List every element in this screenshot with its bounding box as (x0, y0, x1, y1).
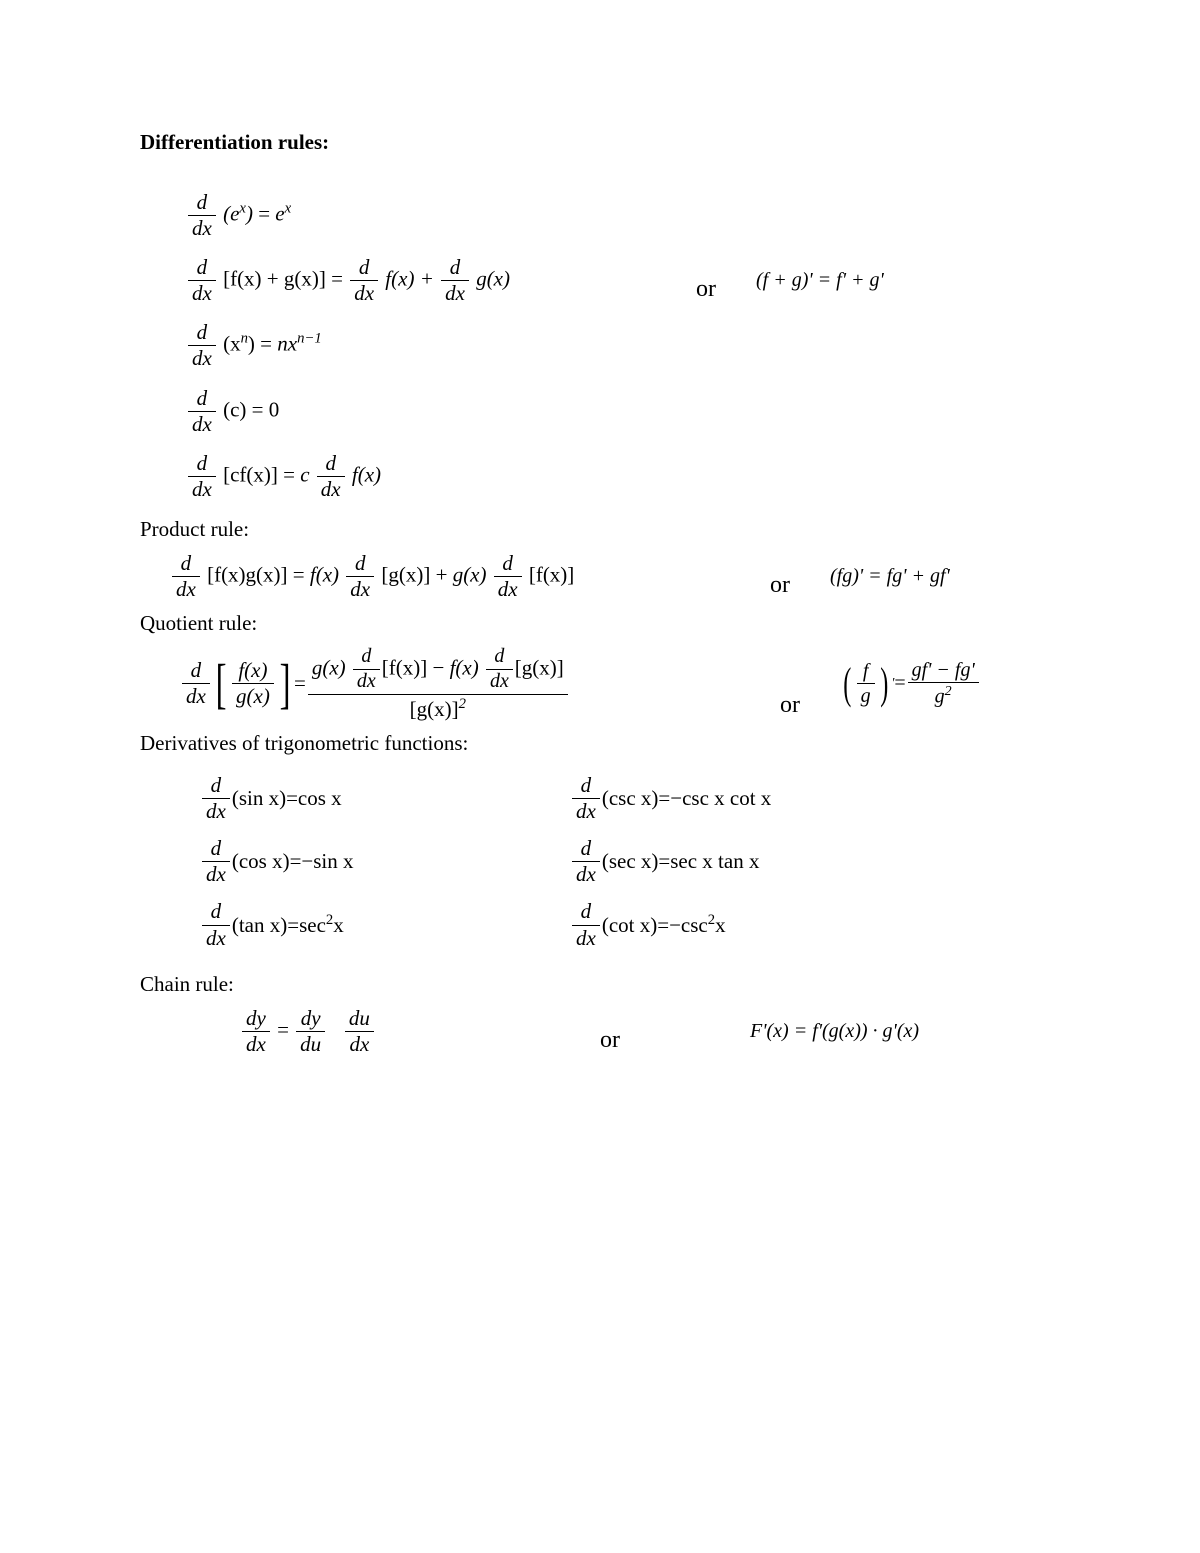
ddx-operator: d dx (350, 256, 378, 305)
rule-quotient: d dx [ f(x) g(x) ] = g(x) ddx[f(x)] − f(… (180, 646, 1060, 721)
rule-sum-alt: (f + g)' = f' + g' (756, 269, 884, 292)
ddx-operator: d dx (188, 256, 216, 305)
ddx-operator: d dx (188, 191, 216, 240)
rule-product: d dx [f(x)g(x)] = f(x) ddx [g(x)] + g(x)… (170, 552, 1060, 601)
ddx-operator: d dx (188, 321, 216, 370)
trig-derivatives: ddx (sin x) = cos x ddx (cos x) = −sin x… (200, 760, 1060, 964)
rule-sec: ddx (sec x) = sec x tan x (570, 837, 940, 886)
rule-constant-multiple: d dx [cf(x)] = c d dx f(x) (186, 452, 1060, 501)
basic-rules-block: d dx (ex) = ex d dx [f(x) + g(x)] = d dx (186, 191, 1060, 501)
rule-cos: ddx (cos x) = −sin x (200, 837, 570, 886)
rule-product-alt: (fg)' = fg' + gf' (830, 565, 950, 588)
rule-exponential: d dx (ex) = ex (186, 191, 1060, 240)
ddx-operator: d dx (172, 552, 200, 601)
or-label: or (780, 692, 800, 721)
or-label: or (600, 1027, 620, 1056)
rule-chain: dy dx = dy du du dx or F'(x) = f'(g(x)) … (240, 1007, 1060, 1056)
ddx-operator: d dx (441, 256, 469, 305)
ddx-operator: d dx (188, 387, 216, 436)
or-label: or (770, 572, 790, 601)
trig-label: Derivatives of trigonometric functions: (140, 731, 1060, 756)
ddx-operator: d dx (317, 452, 345, 501)
product-rule-label: Product rule: (140, 517, 1060, 542)
rule-csc: ddx (csc x) = −csc x cot x (570, 774, 940, 823)
document-page: Differentiation rules: d dx (ex) = ex d … (0, 0, 1200, 1553)
or-label: or (696, 276, 716, 305)
rule-chain-alt: F'(x) = f'(g(x)) · g'(x) (750, 1020, 919, 1043)
rule-sin: ddx (sin x) = cos x (200, 774, 570, 823)
ddx-operator: d dx (188, 452, 216, 501)
quotient-rule-label: Quotient rule: (140, 611, 1060, 636)
chain-rule-label: Chain rule: (140, 972, 1060, 997)
rule-tan: ddx (tan x) = sec2x (200, 900, 570, 949)
rule-constant: d dx (c) = 0 (186, 387, 1060, 436)
rule-quotient-alt: ( f g ) ' = gf' − fg' g2 (840, 659, 981, 708)
rule-cot: ddx (cot x) = −csc2x (570, 900, 940, 949)
page-title: Differentiation rules: (140, 130, 1060, 155)
rule-power: d dx (xn) = nxn−1 (186, 321, 1060, 370)
rule-sum: d dx [f(x) + g(x)] = d dx f(x) + d dx g(… (186, 256, 1060, 305)
ddx-operator: d dx (182, 659, 210, 708)
